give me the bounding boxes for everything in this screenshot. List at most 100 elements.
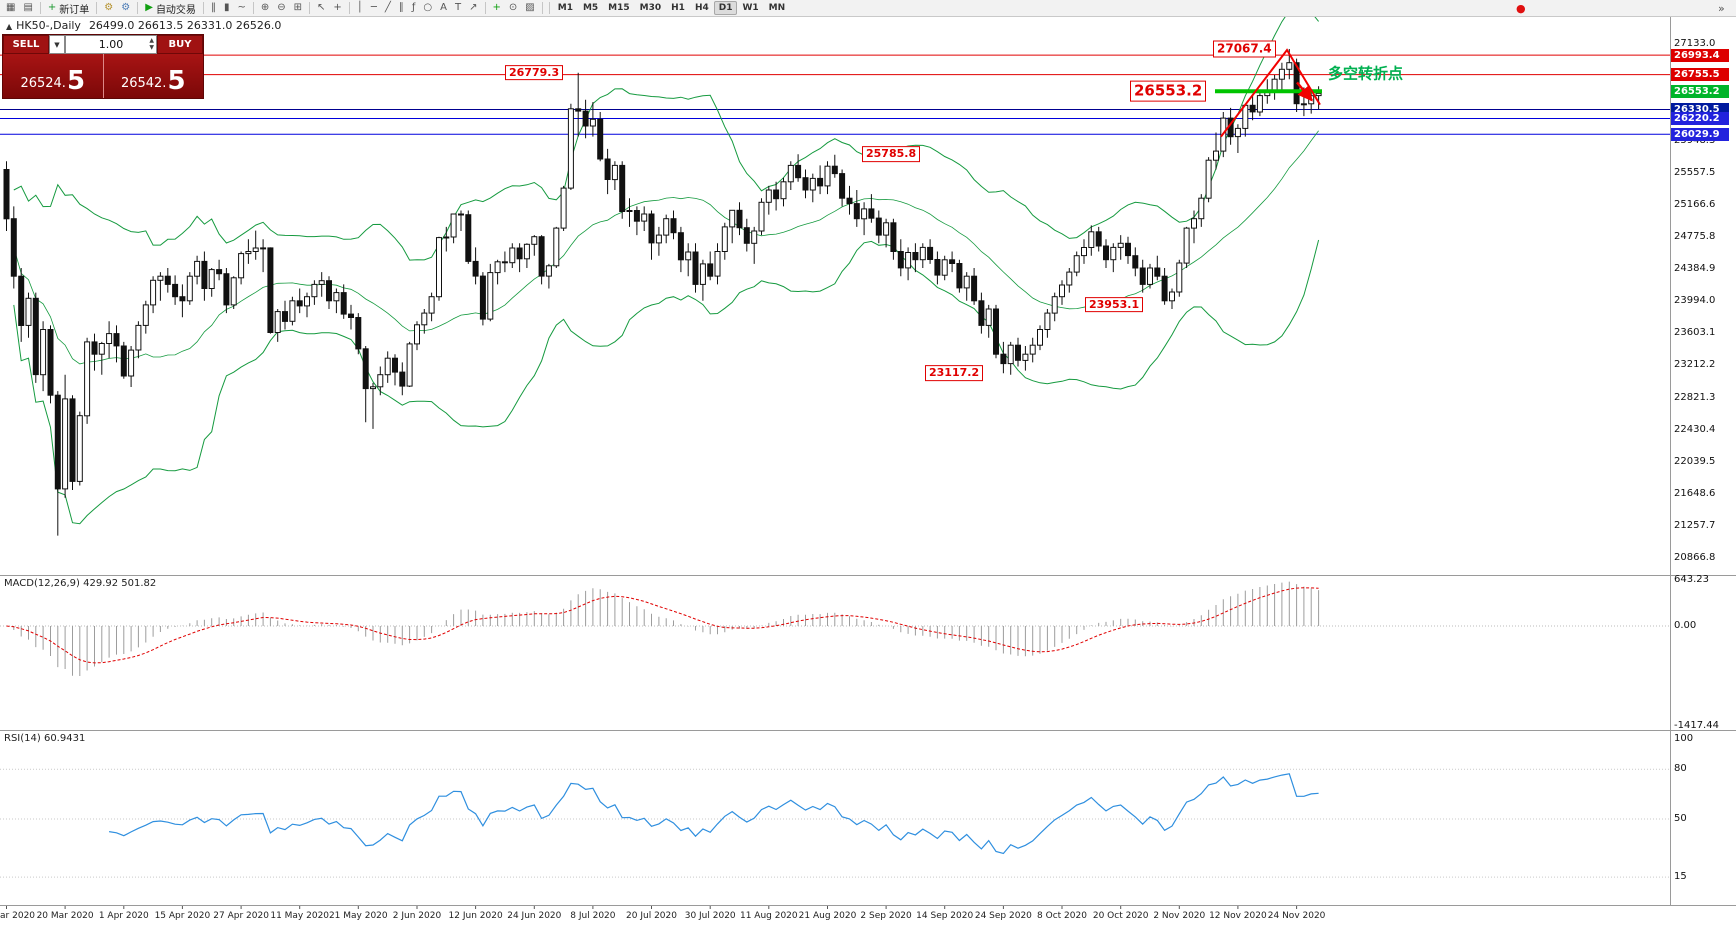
- cursor-icon[interactable]: ↖: [313, 0, 329, 16]
- toolbar-overflow-icon[interactable]: »: [1718, 2, 1725, 15]
- bar-chart-icon[interactable]: ‖: [207, 0, 220, 16]
- profiles-icon[interactable]: ▤: [19, 0, 36, 16]
- timeframe-button-h1[interactable]: H1: [671, 3, 685, 13]
- new-order-button[interactable]: + 新订单: [44, 0, 93, 16]
- sell-price-big-digit: 5: [66, 66, 86, 96]
- fibonacci-icon: ƒ: [411, 2, 416, 13]
- toolbar-separator: [137, 2, 139, 14]
- toolbar-separator: [39, 2, 41, 14]
- candle-wicks: [6, 49, 1320, 536]
- bar-chart-icon: ‖: [210, 2, 216, 13]
- timeframe-button-w1[interactable]: W1: [742, 3, 759, 13]
- bollinger-lower-band: [13, 239, 1320, 525]
- indicators-icon[interactable]: +: [489, 0, 505, 16]
- tile-windows-icon: ⊞: [293, 2, 303, 13]
- toolbar-separator: [484, 2, 486, 14]
- text-label-icon: T: [455, 2, 462, 13]
- toolbar-separator: [309, 2, 311, 14]
- arrows-tool-icon: ↗: [469, 2, 478, 13]
- equidistant-channel-icon: ∥: [398, 2, 404, 13]
- buy-price-button[interactable]: 26542. 5: [103, 54, 203, 98]
- trendline-icon: ╱: [384, 2, 391, 13]
- metaeditor-icon: ⚙: [104, 2, 114, 13]
- zoom-in-icon: ⊕: [260, 2, 270, 13]
- indicators-icon: +: [492, 2, 501, 13]
- ellipse-icon[interactable]: ○: [419, 0, 436, 16]
- toolbar-separator: [96, 2, 98, 14]
- fibonacci-icon[interactable]: ƒ: [408, 0, 420, 16]
- crosshair-icon[interactable]: +: [329, 0, 345, 16]
- down-arrow[interactable]: [1296, 81, 1313, 102]
- trendline-icon[interactable]: ╱: [381, 0, 395, 16]
- line-chart-icon[interactable]: ~: [233, 0, 249, 16]
- vertical-line-icon: │: [356, 2, 363, 13]
- options-icon[interactable]: ⚙: [117, 0, 134, 16]
- equidistant-channel-icon[interactable]: ∥: [395, 0, 408, 16]
- tile-windows-icon[interactable]: ⊞: [290, 0, 306, 16]
- candles-series: [3, 62, 1322, 490]
- rsi-header: RSI(14) 60.9431: [4, 733, 86, 744]
- horizontal-line-icon[interactable]: ─: [367, 0, 381, 16]
- buy-price-big-digit: 5: [167, 66, 186, 96]
- new-order-button-label: 新订单: [59, 4, 90, 16]
- timeframe-button-m5[interactable]: M5: [582, 3, 599, 13]
- toolbar-separator: [548, 2, 550, 14]
- volume-down-icon[interactable]: ▼: [149, 44, 154, 51]
- periods-icon[interactable]: ⊙: [505, 0, 521, 16]
- volume-dropdown[interactable]: ▼: [49, 35, 65, 54]
- metaeditor-icon[interactable]: ⚙: [100, 0, 117, 16]
- community-icon[interactable]: ●: [1516, 2, 1526, 15]
- toolbar-separator: [252, 2, 254, 14]
- volume-value: 1.00: [98, 38, 124, 51]
- text-icon: A: [440, 2, 447, 13]
- macd-header: MACD(12,26,9) 429.92 501.82: [4, 578, 157, 589]
- timeframe-button-m15[interactable]: M15: [608, 3, 630, 13]
- timeframe-button-d1[interactable]: D1: [713, 1, 738, 15]
- line-chart-icon: ~: [237, 2, 246, 13]
- text-label-icon[interactable]: T: [451, 0, 465, 16]
- volume-up-icon[interactable]: ▲: [149, 37, 154, 44]
- cursor-icon: ↖: [317, 2, 326, 13]
- toolbar-separator: [348, 2, 350, 14]
- candlestick-chart-icon: ▮: [223, 2, 230, 13]
- vertical-line-icon[interactable]: │: [353, 0, 367, 16]
- zoom-out-icon[interactable]: ⊖: [273, 0, 289, 16]
- crosshair-icon: +: [333, 2, 342, 13]
- bollinger-upper-band: [13, 6, 1319, 261]
- volume-input[interactable]: 1.00 ▲ ▼: [65, 35, 157, 54]
- macd-signal-line: [6, 587, 1319, 664]
- zoom-in-icon[interactable]: ⊕: [257, 0, 273, 16]
- toolbar-separator: [202, 2, 204, 14]
- candlestick-chart-icon[interactable]: ▮: [220, 0, 234, 16]
- chart-ohlc-values: 26499.0 26613.5 26331.0 26526.0: [88, 19, 282, 32]
- sell-price: 26524.: [20, 76, 66, 91]
- sell-button[interactable]: SELL: [3, 35, 49, 54]
- zoom-out-icon: ⊖: [277, 2, 286, 13]
- ellipse-icon: ○: [423, 2, 433, 13]
- buy-button[interactable]: BUY: [157, 35, 203, 54]
- timeframe-button-m30[interactable]: M30: [639, 3, 662, 13]
- timeframe-button-m1[interactable]: M1: [557, 3, 573, 13]
- periods-icon: ⊙: [508, 2, 518, 13]
- timeframe-button-h4[interactable]: H4: [694, 3, 709, 13]
- templates-icon: ▨: [525, 2, 535, 13]
- arrows-tool-icon[interactable]: ↗: [465, 0, 481, 16]
- timeframe-button-mn[interactable]: MN: [768, 3, 786, 13]
- new-chart-icon[interactable]: ▦: [2, 0, 19, 16]
- new-order-button: +: [47, 2, 57, 13]
- templates-icon[interactable]: ▨: [521, 0, 538, 16]
- dropdown-icon: ▼: [54, 40, 60, 49]
- options-icon: ⚙: [121, 2, 131, 13]
- one-click-trading-panel: SELL ▼ 1.00 ▲ ▼ BUY 26524. 5 26542. 5: [2, 34, 204, 99]
- autotrading-button[interactable]: ▶ 自动交易: [141, 0, 200, 16]
- chart-symbol-period: HK50-,Daily: [16, 19, 81, 32]
- horizontal-line-icon: ─: [370, 2, 377, 13]
- top-toolbar: ▦ ▤ + 新订单 ⚙ ⚙ ▶ 自动交易 ‖ ▮ ~ ⊕ ⊖ ⊞ ↖ + │ ─ ╱ ∥ ƒ ○ A T ↗ + ⊙ ▨ M1 M5 M15…: [0, 0, 1736, 17]
- text-icon[interactable]: A: [436, 0, 451, 16]
- sell-price-button[interactable]: 26524. 5: [3, 54, 104, 98]
- toolbar-separator: [541, 2, 543, 14]
- autotrading-button: ▶: [145, 2, 153, 13]
- chart-title: ▲ HK50-,Daily 26499.0 26613.5 26331.0 2652…: [6, 19, 281, 32]
